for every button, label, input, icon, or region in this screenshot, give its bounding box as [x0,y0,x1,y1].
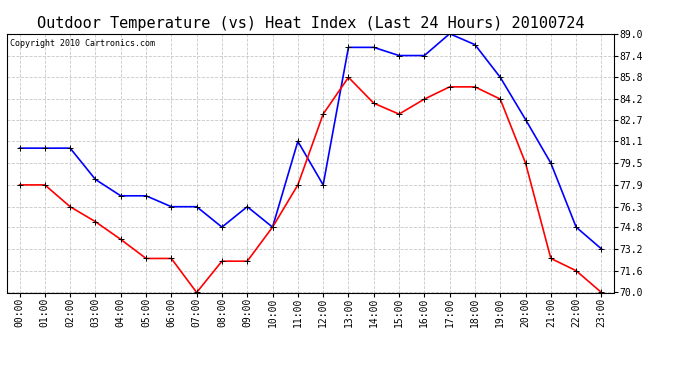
Title: Outdoor Temperature (vs) Heat Index (Last 24 Hours) 20100724: Outdoor Temperature (vs) Heat Index (Las… [37,16,584,31]
Text: Copyright 2010 Cartronics.com: Copyright 2010 Cartronics.com [10,39,155,48]
